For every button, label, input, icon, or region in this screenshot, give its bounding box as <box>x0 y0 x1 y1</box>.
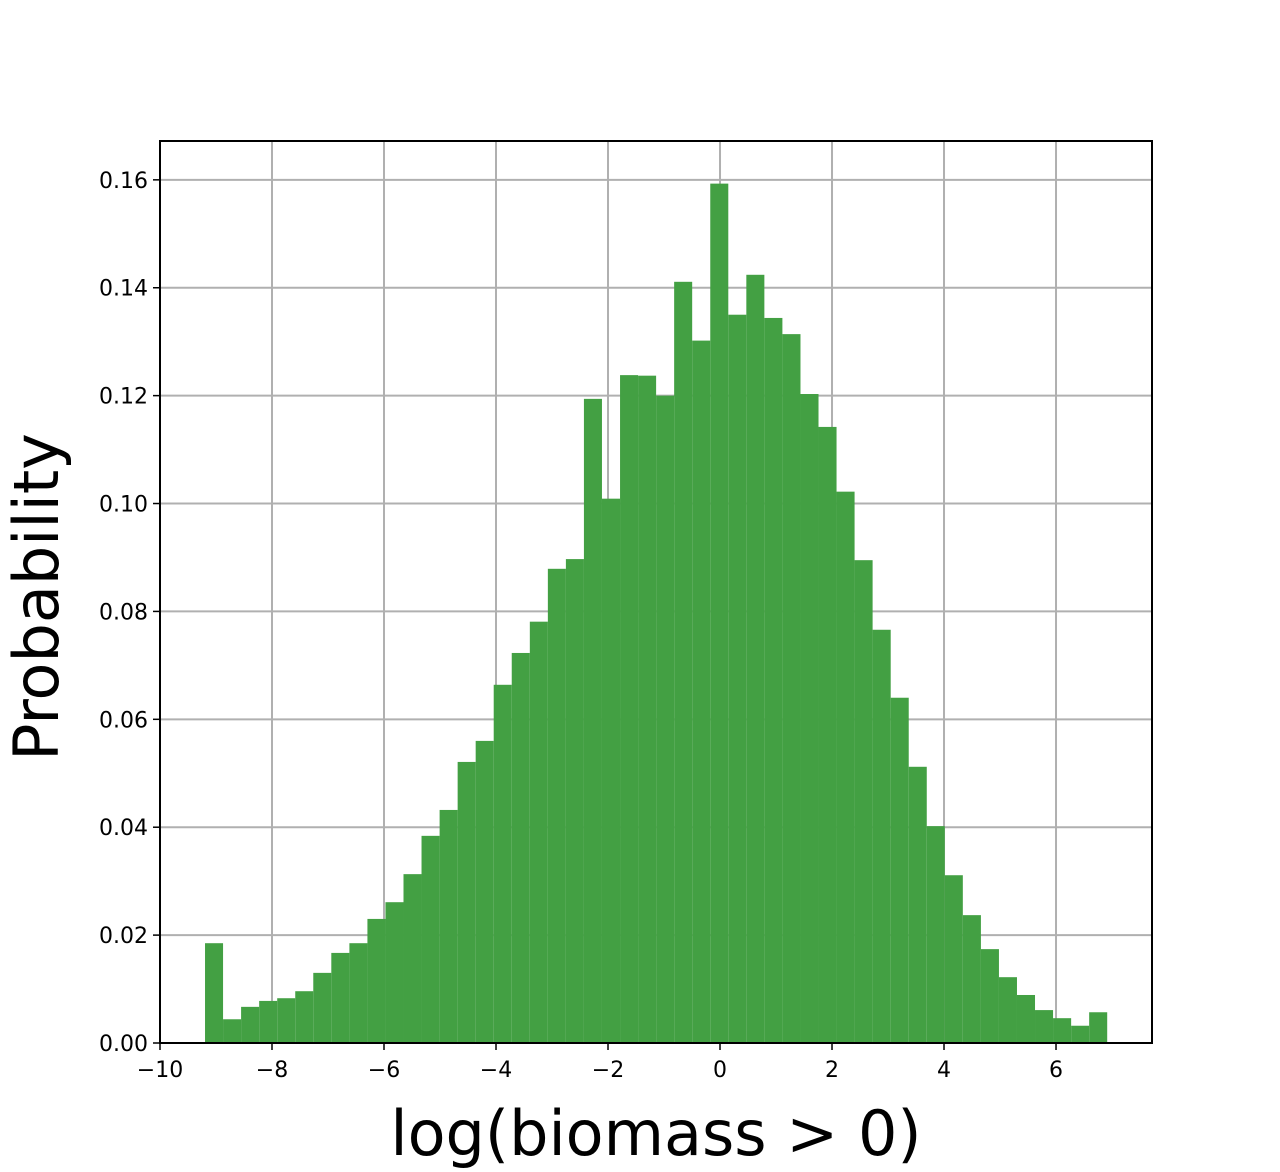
bar <box>872 629 891 1043</box>
bar <box>295 991 314 1043</box>
bar <box>962 915 981 1043</box>
bar <box>331 952 350 1043</box>
bar <box>1089 1012 1108 1043</box>
bar <box>547 568 566 1043</box>
bar <box>890 697 909 1043</box>
bar <box>728 314 747 1043</box>
bar <box>998 977 1017 1043</box>
bar <box>746 274 765 1044</box>
bar <box>223 1019 242 1043</box>
y-tick-label: 0.06 <box>99 708 148 733</box>
bar <box>782 334 801 1043</box>
y-tick-label: 0.12 <box>99 385 148 410</box>
bar <box>511 652 530 1043</box>
bar <box>1016 994 1036 1043</box>
bar <box>601 498 621 1044</box>
bar <box>457 761 476 1043</box>
bar <box>349 943 368 1043</box>
bar <box>403 874 422 1043</box>
bar <box>313 972 332 1043</box>
x-tick-label: −4 <box>480 1058 512 1083</box>
bar <box>656 395 675 1043</box>
bar <box>944 875 963 1043</box>
y-tick-label: 0.08 <box>99 600 148 625</box>
x-axis-label: log(biomass > 0) <box>390 1097 921 1170</box>
bar <box>493 684 512 1043</box>
x-tick-label: −8 <box>256 1058 288 1083</box>
bar <box>638 375 657 1044</box>
y-axis-label: Probability <box>0 433 73 761</box>
plot-frame <box>159 140 1153 1044</box>
bar <box>1035 1010 1054 1043</box>
y-tick-label: 0.04 <box>99 816 148 841</box>
y-tick-label: 0.00 <box>99 1032 148 1057</box>
bar <box>205 943 224 1043</box>
bar <box>926 826 945 1043</box>
y-tick-label: 0.16 <box>99 169 148 194</box>
y-tick-label: 0.10 <box>99 493 148 518</box>
y-tick-label: 0.02 <box>99 924 148 949</box>
bar <box>980 949 999 1043</box>
bar <box>1053 1018 1072 1043</box>
bar <box>818 426 837 1044</box>
bar <box>565 559 584 1043</box>
bar <box>385 902 404 1043</box>
bar <box>836 491 855 1043</box>
x-tick-label: −10 <box>137 1058 183 1083</box>
bar <box>908 766 927 1043</box>
bar <box>259 1000 278 1043</box>
x-tick-label: 6 <box>1049 1058 1063 1083</box>
x-tick-label: 2 <box>825 1058 839 1083</box>
bar <box>710 183 729 1044</box>
bar <box>241 1006 260 1043</box>
bar <box>674 281 693 1044</box>
bar <box>529 621 548 1043</box>
bar <box>692 340 711 1044</box>
bar <box>764 317 783 1043</box>
bar <box>620 375 639 1043</box>
x-tick-label: −6 <box>368 1058 400 1083</box>
bar <box>421 835 440 1043</box>
x-tick-label: 4 <box>937 1058 951 1083</box>
bar <box>583 398 602 1043</box>
bar <box>854 560 873 1043</box>
y-tick-label: 0.14 <box>99 277 148 302</box>
bar <box>367 918 386 1043</box>
bar <box>800 394 819 1043</box>
bar <box>277 998 296 1043</box>
x-tick-label: 0 <box>713 1058 727 1083</box>
bar <box>1071 1025 1090 1043</box>
bar <box>475 740 494 1043</box>
bar <box>439 809 458 1043</box>
x-tick-label: −2 <box>592 1058 624 1083</box>
